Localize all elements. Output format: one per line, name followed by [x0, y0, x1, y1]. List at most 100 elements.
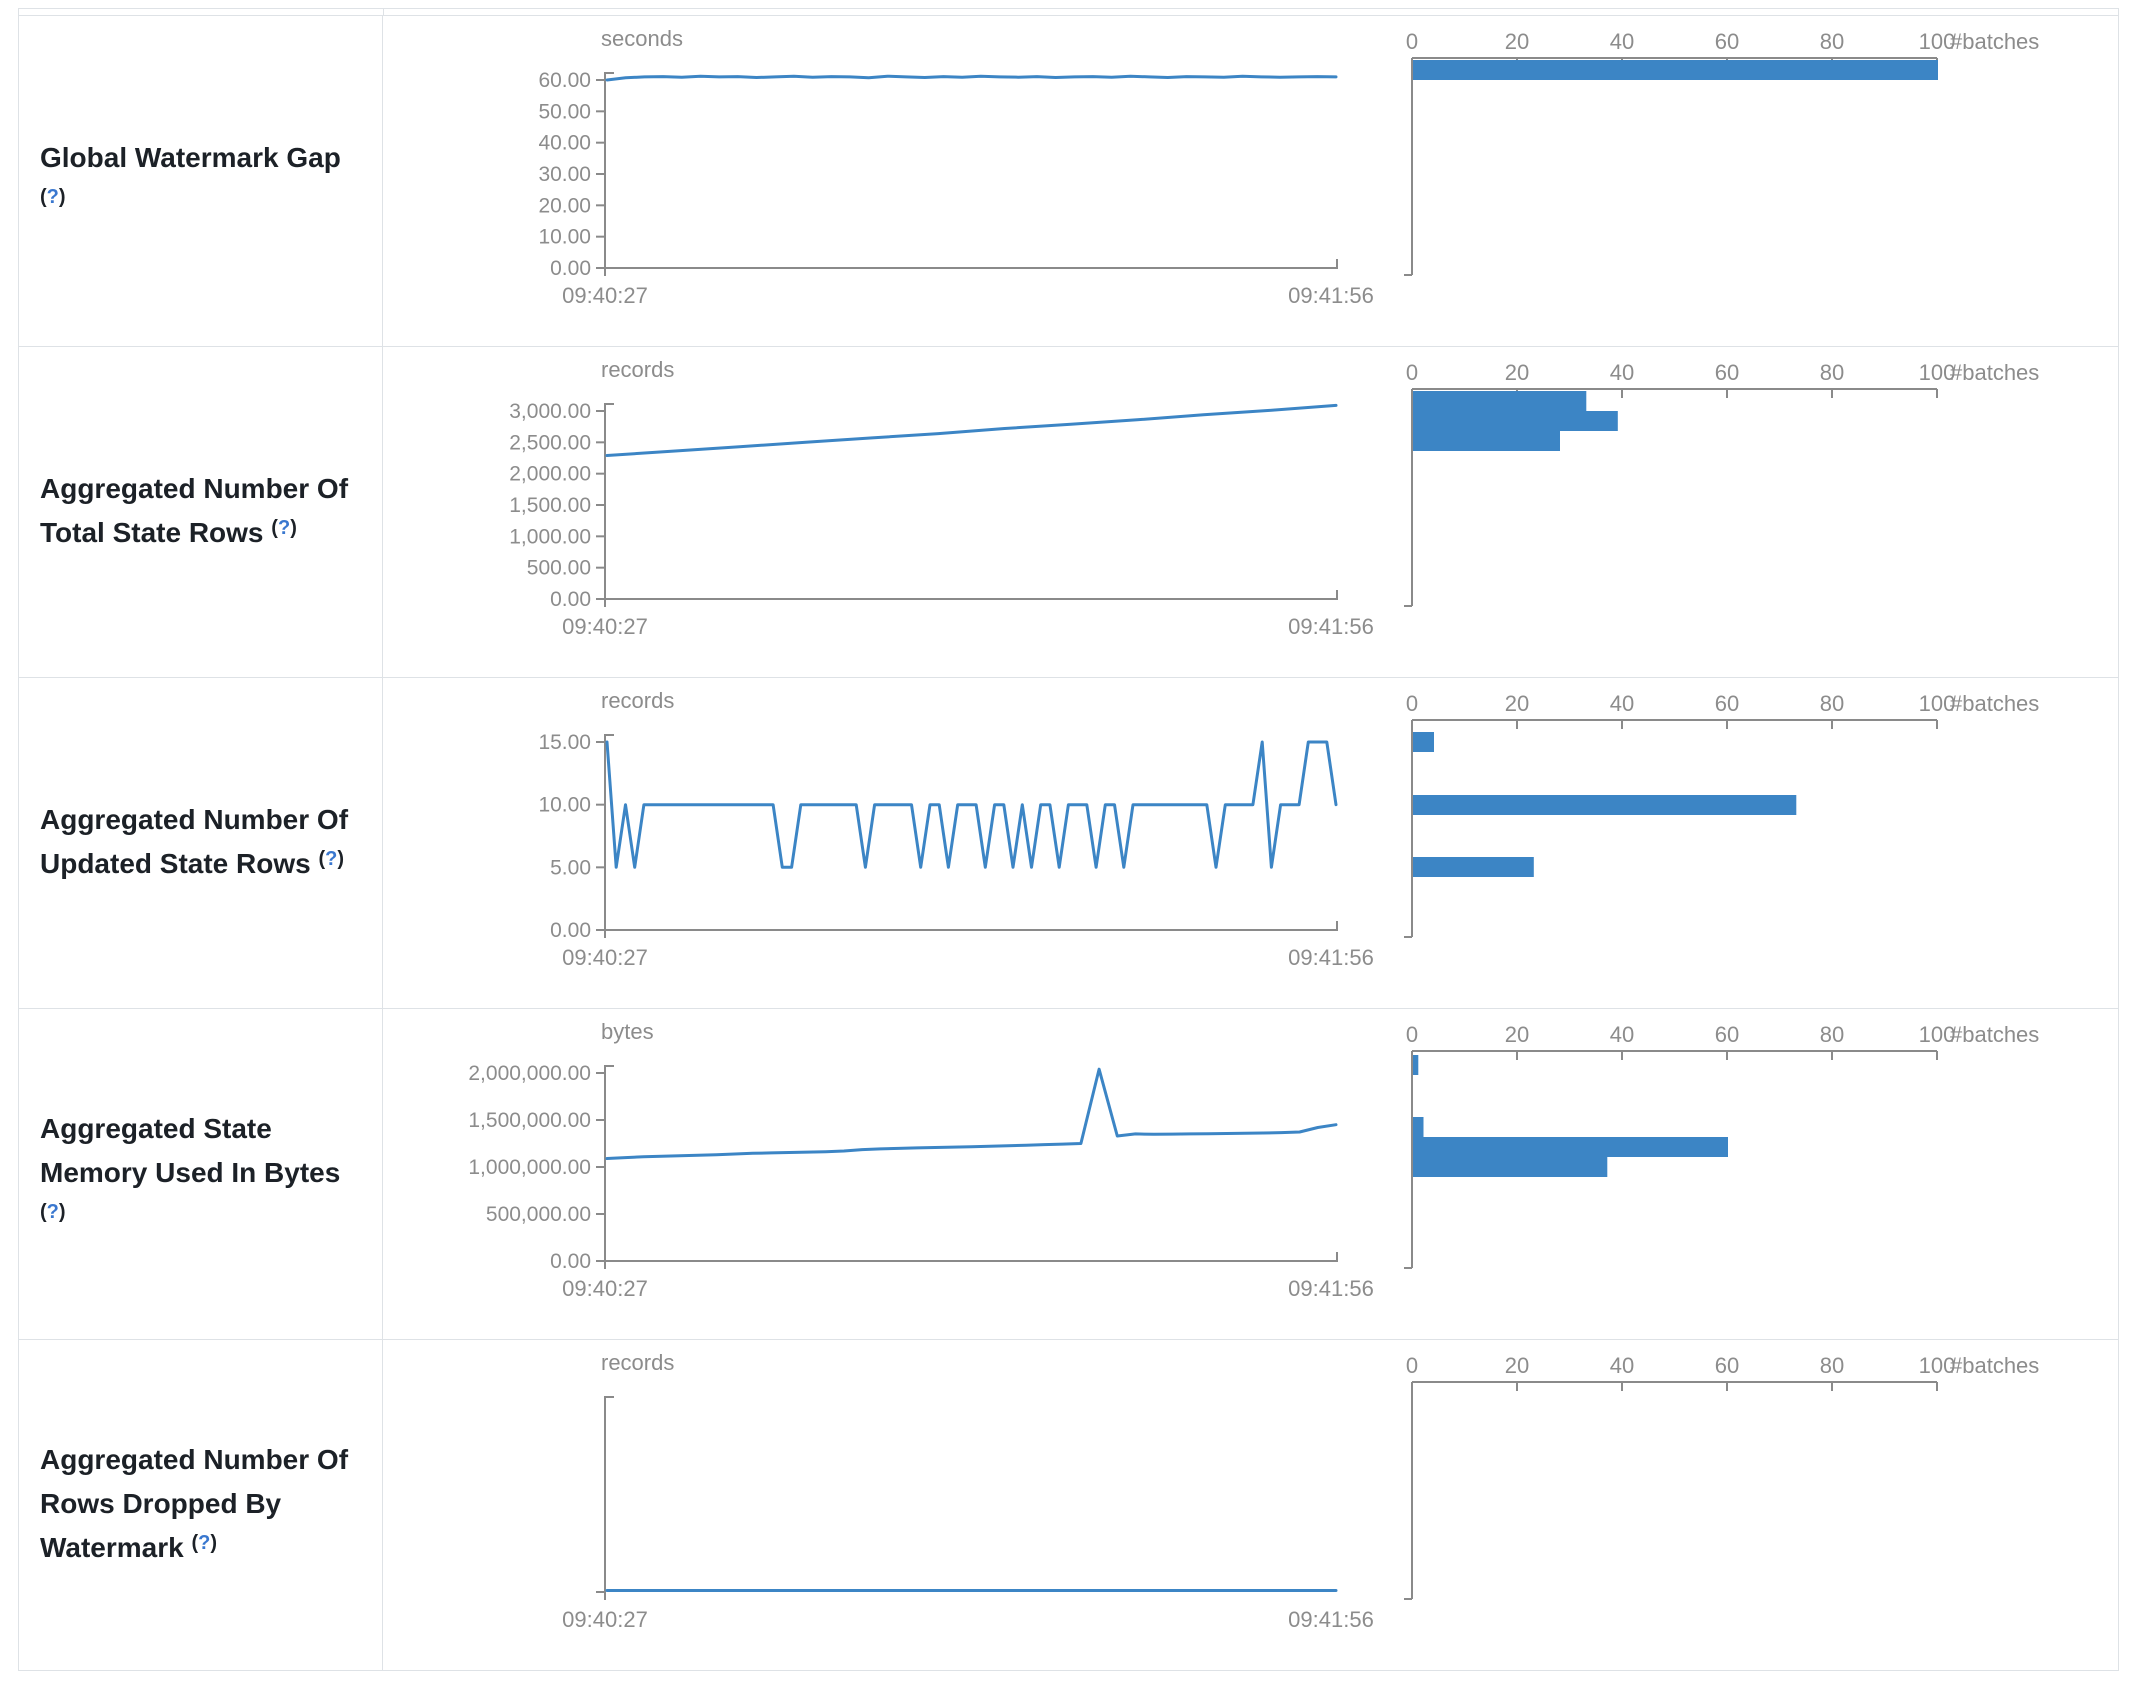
- metric-label: Aggregated Number Of Updated State Rows …: [40, 798, 372, 889]
- batches-histogram: 0 20 40 60 80 100#batches: [1404, 360, 2039, 607]
- hist-tick-label: 40: [1610, 29, 1634, 54]
- metric-row-state-memory-bytes: Aggregated State Memory Used In Bytes (?…: [19, 1008, 2118, 1339]
- metric-label-text: Aggregated Number Of Rows Dropped By Wat…: [40, 1443, 349, 1563]
- help-question-mark[interactable]: ?: [198, 1531, 211, 1554]
- hist-tick-label: 60: [1715, 1022, 1739, 1047]
- metric-line: [605, 74, 1338, 82]
- histogram-bar: [1413, 60, 1938, 80]
- y-tick-label: 0.00: [550, 257, 591, 280]
- batches-histogram: 0 20 40 60 80 100#batches: [1404, 691, 2039, 938]
- batches-histogram: 0 20 40 60 80 100#batches: [1404, 1353, 2039, 1600]
- x-start-label: 09:40:27: [562, 1276, 648, 1301]
- x-end-label: 09:41:56: [1288, 283, 1374, 308]
- hist-tick-label: 80: [1820, 1353, 1844, 1378]
- hist-tick-label: 0: [1406, 1022, 1418, 1047]
- hist-tick-label: 20: [1505, 691, 1529, 716]
- batches-histogram: 0 20 40 60 80 100#batches: [1404, 29, 2039, 276]
- hist-tick-label: 0: [1406, 691, 1418, 716]
- metric-charts-cell: bytes 2,000,000.00 1,500,000.00 1,000,000.0…: [383, 1009, 2118, 1339]
- histogram-bar: [1413, 1117, 1424, 1137]
- y-tick-label: 0.00: [550, 1250, 591, 1273]
- hist-tick-label: 100: [1919, 29, 1956, 54]
- metric-line: [605, 740, 1338, 869]
- metric-row-global-watermark-gap: Global Watermark Gap (?) seconds 60.00 50.…: [19, 15, 2118, 346]
- metric-line: [605, 1067, 1338, 1160]
- x-end-label: 09:41:56: [1288, 1276, 1374, 1301]
- timeline-chart: records 15.00 10.00 5.00 0.00 09:40:27 09:41:5…: [538, 688, 1374, 970]
- x-end-label: 09:41:56: [1288, 945, 1374, 970]
- histogram-bar: [1413, 431, 1560, 451]
- help-link[interactable]: (?): [318, 847, 345, 870]
- hist-tick-label: 20: [1505, 1022, 1529, 1047]
- metric-row-rows-dropped-by-watermark: Aggregated Number Of Rows Dropped By Wat…: [19, 1339, 2118, 1670]
- histogram-bar: [1413, 1157, 1608, 1177]
- metric-row-total-state-rows: Aggregated Number Of Total State Rows (?…: [19, 346, 2118, 677]
- hist-tick-label: 40: [1610, 691, 1634, 716]
- metric-label-cell: Aggregated Number Of Rows Dropped By Wat…: [19, 1340, 383, 1670]
- metric-label-text: Aggregated Number Of Total State Rows: [40, 472, 349, 548]
- help-question-mark[interactable]: ?: [325, 847, 338, 870]
- help-question-mark[interactable]: ?: [46, 1200, 59, 1223]
- table-top-stub: [19, 8, 2118, 15]
- x-end-label: 09:41:56: [1288, 614, 1374, 639]
- hist-axis-label: #batches: [1950, 360, 2039, 385]
- hist-tick-label: 40: [1610, 360, 1634, 385]
- histogram-bar: [1413, 795, 1797, 815]
- help-question-mark[interactable]: ?: [277, 516, 291, 539]
- y-tick-label: 15.00: [538, 731, 591, 754]
- metric-label: Aggregated Number Of Rows Dropped By Wat…: [40, 1438, 372, 1573]
- metric-label-cell: Aggregated State Memory Used In Bytes (?…: [19, 1009, 383, 1339]
- hist-tick-label: 20: [1505, 1353, 1529, 1378]
- histogram-bar: [1413, 391, 1587, 411]
- hist-tick-label: 40: [1610, 1022, 1634, 1047]
- histogram-bar: [1413, 1055, 1419, 1075]
- metric-label: Aggregated Number Of Total State Rows (?…: [40, 467, 372, 558]
- help-question-mark[interactable]: ?: [46, 185, 59, 208]
- x-end-label: 09:41:56: [1288, 1607, 1374, 1632]
- metric-label-text: Aggregated State Memory Used In Bytes: [40, 1112, 341, 1188]
- metric-label-cell: Aggregated Number Of Updated State Rows …: [19, 678, 383, 1008]
- help-link[interactable]: (?): [191, 1531, 218, 1554]
- metric-label-cell: Aggregated Number Of Total State Rows (?…: [19, 347, 383, 677]
- hist-tick-label: 60: [1715, 691, 1739, 716]
- hist-tick-label: 100: [1919, 360, 1956, 385]
- hist-axis-label: #batches: [1950, 29, 2039, 54]
- hist-tick-label: 80: [1820, 360, 1844, 385]
- y-tick-label: 500,000.00: [486, 1203, 591, 1226]
- y-tick-label: 1,000,000.00: [468, 1156, 591, 1179]
- hist-axis-label: #batches: [1950, 1022, 2039, 1047]
- hist-tick-label: 100: [1919, 1353, 1956, 1378]
- hist-tick-label: 60: [1715, 29, 1739, 54]
- hist-axis-label: #batches: [1950, 691, 2039, 716]
- y-tick-label: 40.00: [538, 132, 591, 155]
- unit-label: bytes: [601, 1019, 654, 1044]
- metric-label: Global Watermark Gap (?): [40, 136, 372, 227]
- help-link[interactable]: (?): [40, 1200, 66, 1223]
- metric-charts-cell: records 09:40:27 09:41:56 0 20 40 60 80 100 #bat…: [383, 1340, 2118, 1670]
- unit-label: records: [601, 357, 674, 382]
- hist-tick-label: 20: [1505, 360, 1529, 385]
- hist-tick-label: 80: [1820, 29, 1844, 54]
- y-tick-label: 10.00: [538, 226, 591, 249]
- x-start-label: 09:40:27: [562, 614, 648, 639]
- metric-charts-cell: records 15.00 10.00 5.00 0.00 09:40:27 09:41:5…: [383, 678, 2118, 1008]
- y-tick-label: 60.00: [538, 69, 591, 92]
- metric-label-cell: Global Watermark Gap (?): [19, 16, 383, 346]
- y-tick-label: 30.00: [538, 163, 591, 186]
- y-tick-label: 1,500,000.00: [468, 1109, 591, 1132]
- help-link[interactable]: (?): [40, 185, 66, 208]
- stub-label-cell: [19, 9, 384, 15]
- y-tick-label: 5.00: [550, 856, 591, 879]
- unit-label: records: [601, 688, 674, 713]
- y-tick-label: 50.00: [538, 100, 591, 123]
- y-tick-label: 500.00: [527, 557, 591, 580]
- x-start-label: 09:40:27: [562, 283, 648, 308]
- hist-tick-label: 0: [1406, 360, 1418, 385]
- unit-label: records: [601, 1350, 674, 1375]
- hist-tick-label: 0: [1406, 29, 1418, 54]
- y-tick-label: 0.00: [550, 588, 591, 611]
- hist-tick-label: 60: [1715, 1353, 1739, 1378]
- streaming-statistics-table: Global Watermark Gap (?) seconds 60.00 50.…: [18, 8, 2119, 1671]
- y-tick-label: 2,500.00: [509, 431, 591, 454]
- help-link[interactable]: (?): [271, 516, 297, 539]
